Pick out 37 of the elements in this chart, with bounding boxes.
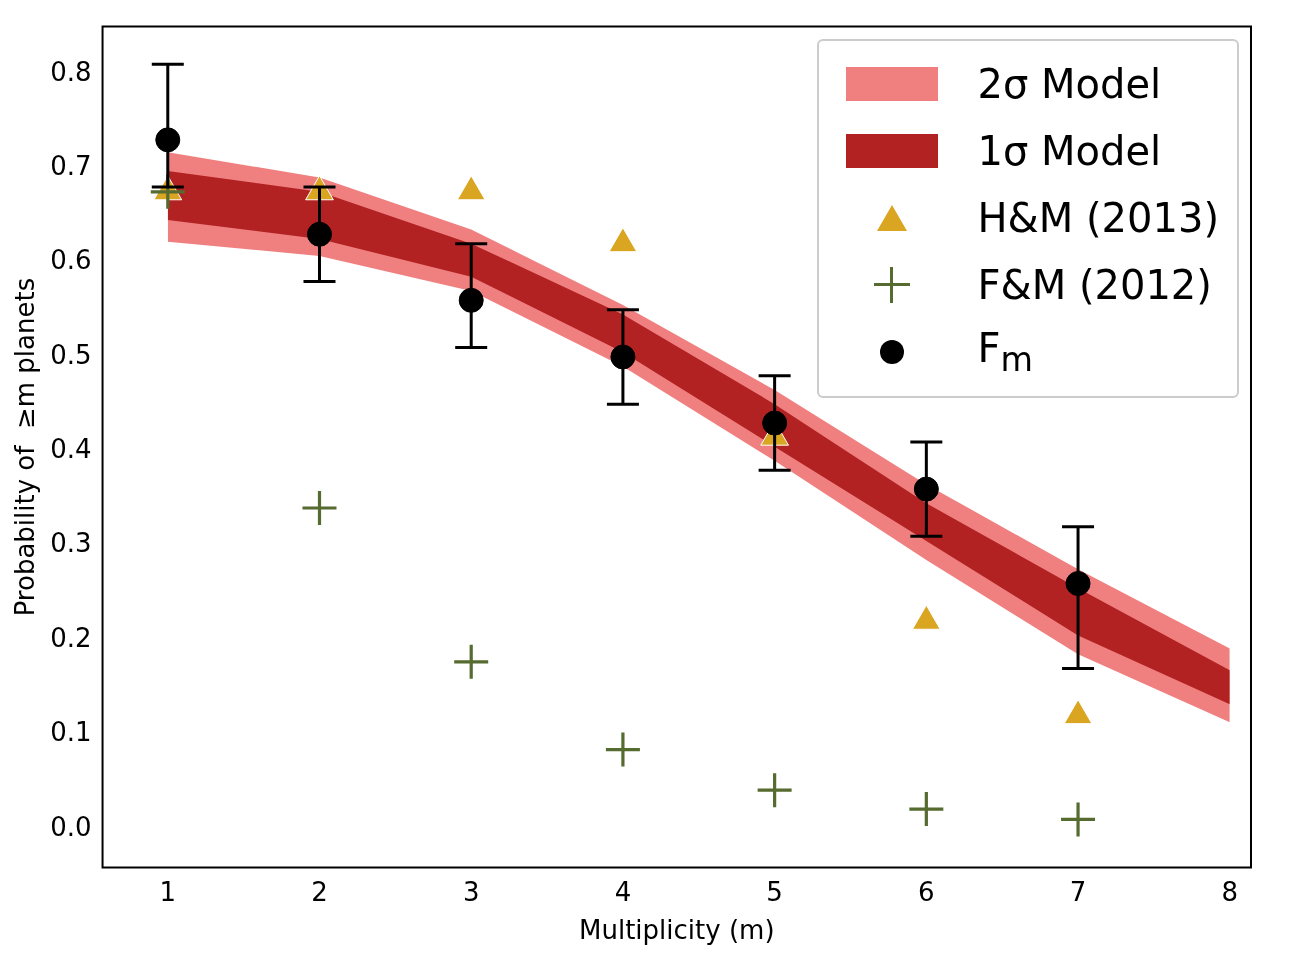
x-axis-title: Multiplicity (m): [579, 915, 775, 946]
x-tick-label: 3: [462, 876, 480, 907]
point: [762, 410, 788, 436]
x-tick-label: 2: [311, 876, 328, 907]
y-tick-label: 0.2: [50, 622, 92, 653]
point: [1065, 570, 1091, 596]
x-tick-label: 7: [1069, 876, 1087, 907]
point: [1061, 802, 1096, 837]
x-tick-label: 8: [1221, 876, 1239, 907]
x-tick-label: 1: [159, 876, 177, 907]
y-tick-label: 0.1: [50, 717, 92, 748]
point: [302, 490, 337, 525]
y-tick-label: 0.6: [50, 245, 92, 276]
y-axis-title: Probability of ≥m planets: [10, 277, 41, 617]
x-tick-label: 4: [614, 876, 632, 907]
point: [458, 287, 484, 313]
y-tick-label: 0.5: [50, 339, 92, 370]
point: [913, 476, 939, 502]
x-tick-label: 5: [766, 876, 783, 907]
legend-label: F$_{m}$: [977, 325, 1033, 380]
legend-label: 1σ Model: [977, 128, 1162, 175]
point: [454, 644, 489, 679]
legend-label: H&M (2013): [977, 195, 1219, 242]
point: [605, 732, 640, 767]
point: [909, 792, 944, 827]
x-tick-label: 6: [918, 876, 935, 907]
y-tick-label: 0.7: [50, 150, 92, 181]
y-tick-label: 0.3: [50, 528, 92, 559]
point: [610, 344, 636, 370]
legend-label: F&M (2012): [977, 262, 1212, 309]
point: [307, 221, 332, 247]
legend-label: 2σ Model: [977, 61, 1162, 108]
point: [757, 773, 792, 808]
point: [155, 127, 181, 153]
y-tick-label: 0.0: [50, 811, 92, 842]
y-tick-label: 0.8: [50, 56, 92, 87]
y-tick-label: 0.4: [50, 434, 92, 465]
